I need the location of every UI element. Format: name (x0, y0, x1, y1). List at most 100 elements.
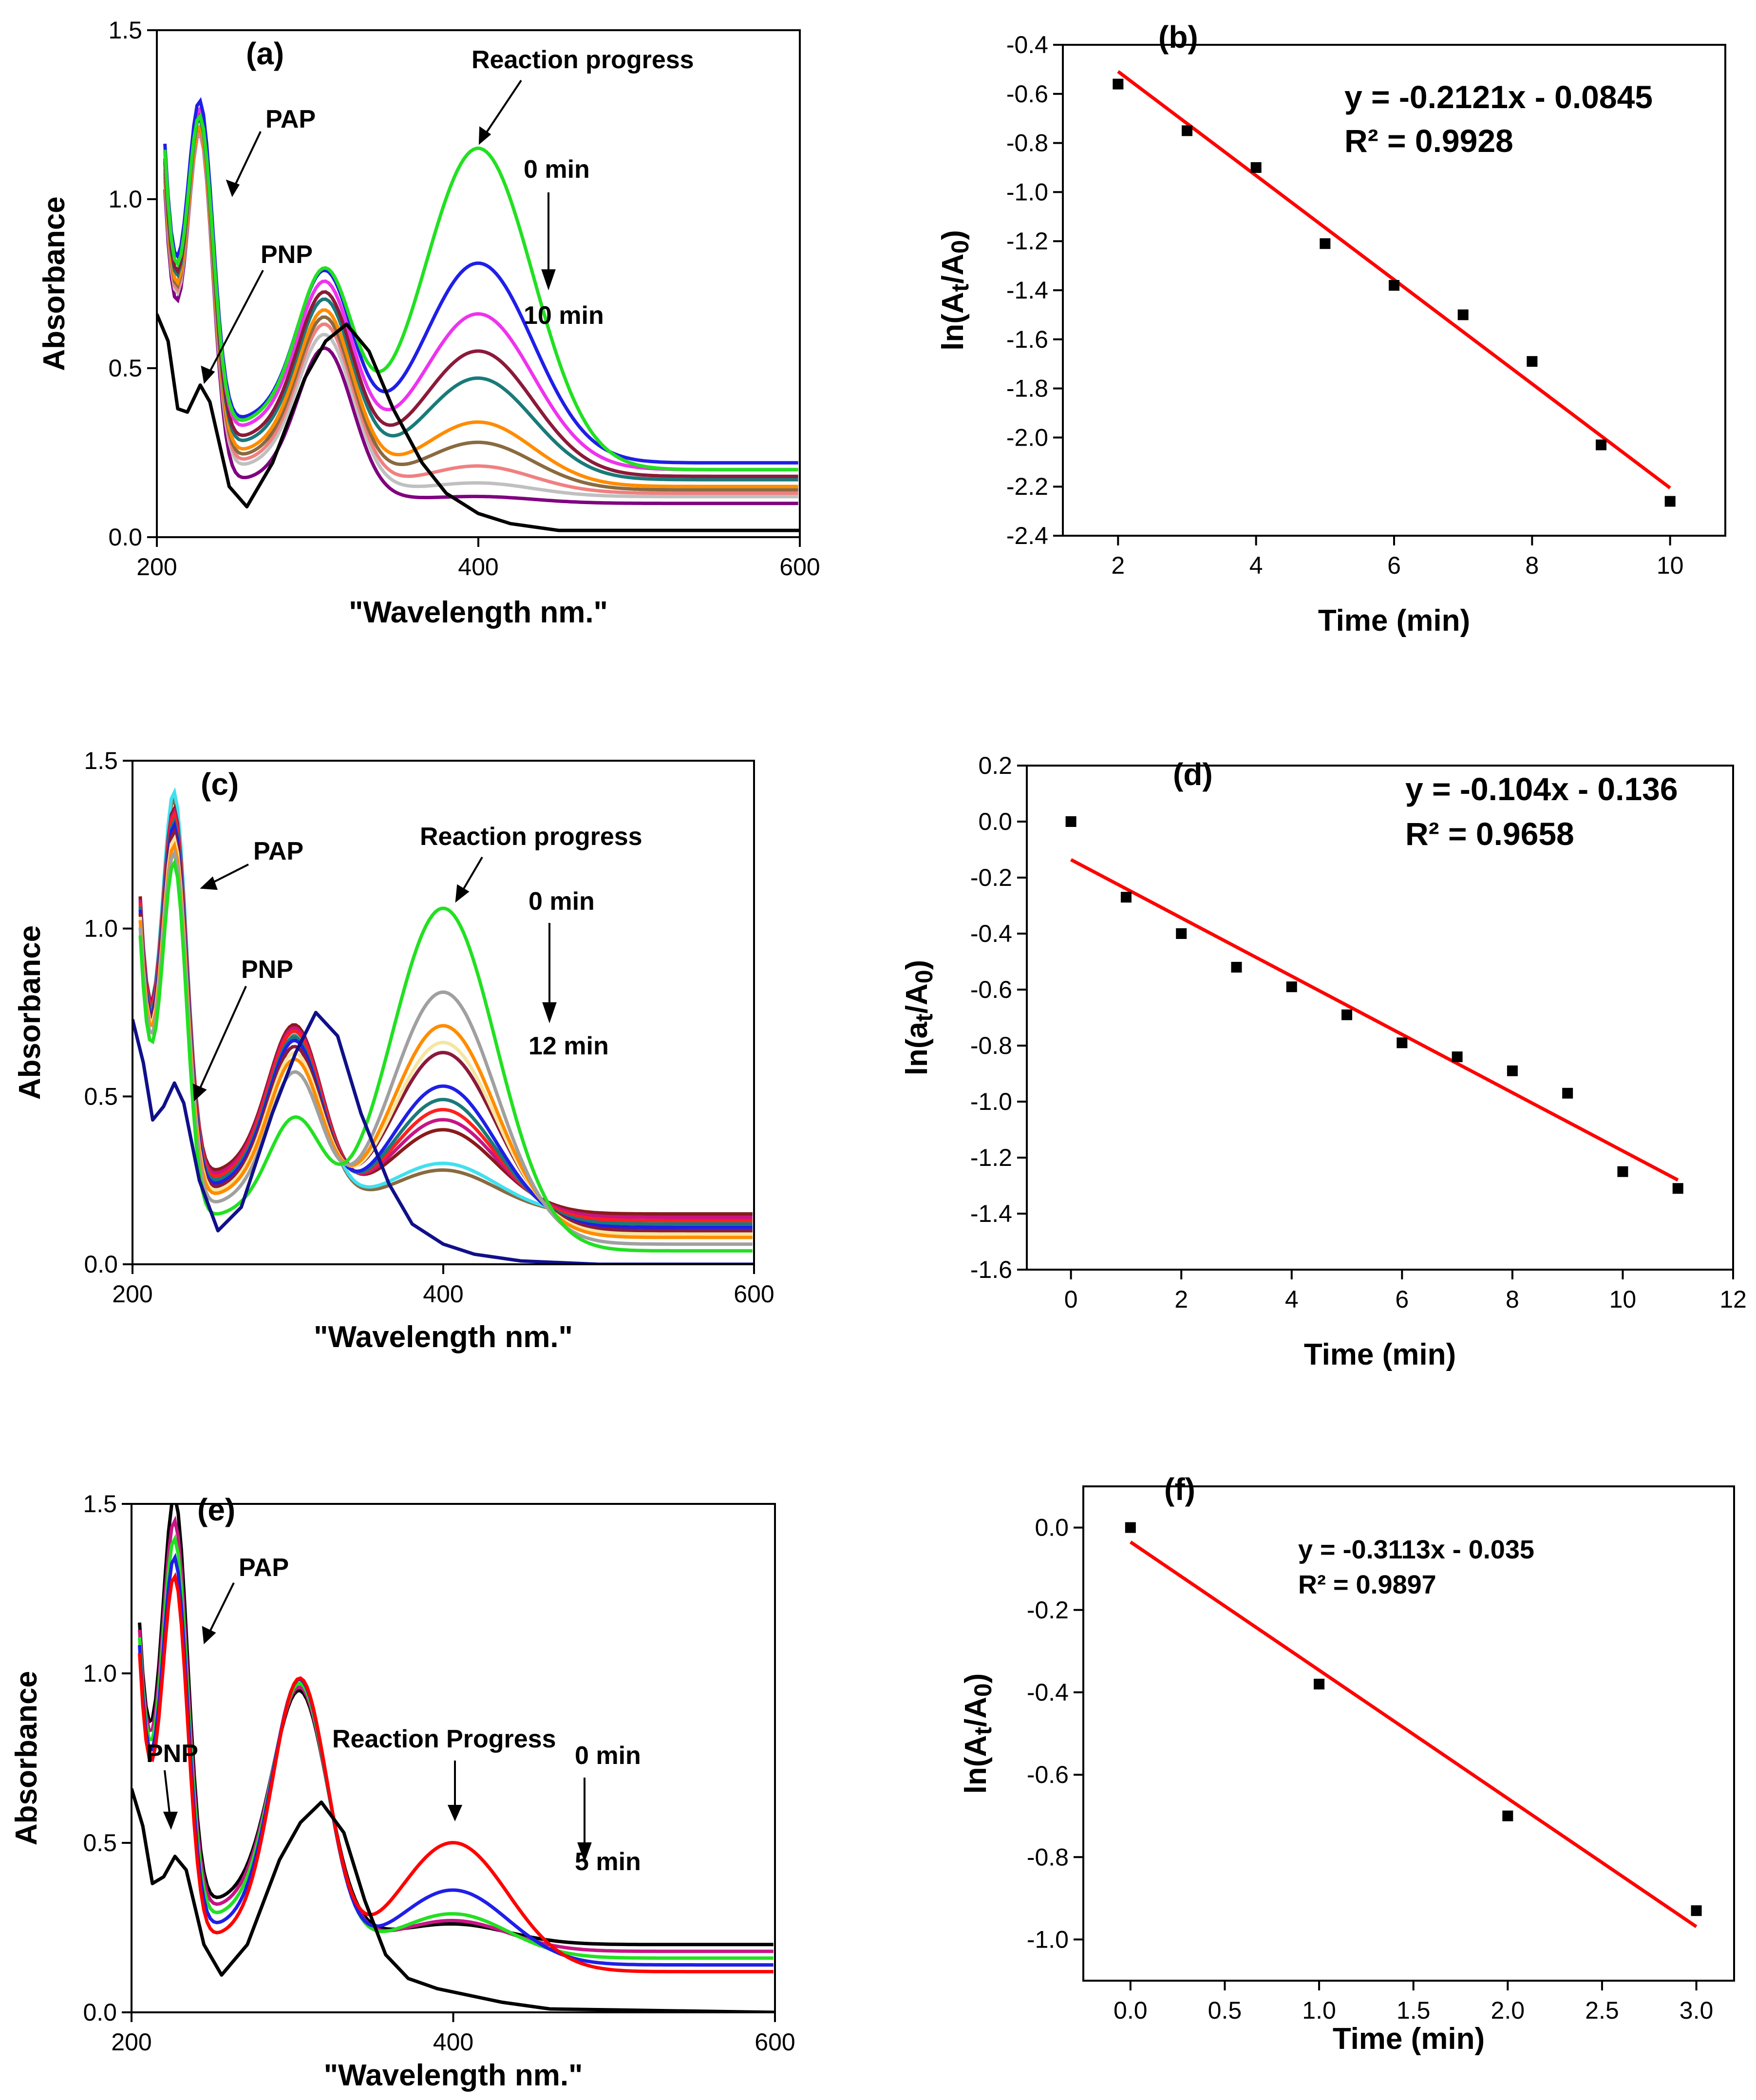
panel-f-fit-line (1129, 1540, 1698, 1929)
panel-b-point (1113, 78, 1124, 90)
panel-f-xlabel: Time (min) (1333, 2022, 1485, 2056)
panel-d-point (1341, 1009, 1353, 1020)
panel-d-equation: y = -0.104x - 0.136 (1405, 771, 1678, 807)
panel-b-ytick-label: -1.4 (1006, 277, 1048, 304)
panel-d-ylabel: ln(at/A0) (900, 960, 938, 1075)
panel-d-points (1065, 816, 1683, 1194)
panel-f-fit (1129, 1540, 1698, 1929)
panel-a-ylabel: Absorbance (38, 196, 71, 371)
panel-b-point (1527, 356, 1538, 367)
panel-d-point (1452, 1051, 1463, 1062)
panel-a-ytick-label: 0.5 (108, 355, 142, 382)
panel-b-point (1320, 238, 1331, 249)
panel-b-fit-line (1117, 70, 1671, 489)
panel-c: 200 400 600 0.0 0.5 1.0 1.5 "Wavelength nm." Abs… (13, 747, 774, 1354)
panel-d-ytick-label: -0.6 (970, 976, 1012, 1003)
panel-f-ytick-label: -0.8 (1027, 1843, 1069, 1871)
panel-e-progress-label: Reaction Progress (332, 1725, 556, 1753)
panel-b-ytick-label: -0.6 (1006, 80, 1048, 108)
panel-e-ytick-label: 1.0 (83, 1660, 117, 1687)
panel-b-ytick-label: -0.4 (1006, 31, 1048, 58)
panel-e-pnp-label: PNP (146, 1740, 198, 1768)
panel-c-ytick-label: 0.5 (84, 1083, 118, 1110)
panel-b-ytick-label: -1.2 (1006, 227, 1048, 255)
panel-d-point (1120, 892, 1132, 903)
panel-f-ytick-label: -0.4 (1027, 1679, 1069, 1706)
panel-c-series-line (138, 817, 753, 1226)
panel-d-xtick-label: 8 (1506, 1286, 1519, 1313)
panel-a-time-end: 10 min (524, 301, 604, 330)
panel-c-ytick-label: 1.0 (84, 915, 118, 942)
panel-d-xtick-label: 6 (1395, 1286, 1409, 1313)
panel-b-xtick-label: 4 (1249, 552, 1263, 579)
panel-c-series-line (138, 848, 753, 1246)
panel-f-xtick-label: 0.0 (1114, 1997, 1148, 2024)
panel-e-ytick-label: 1.5 (83, 1490, 117, 1518)
panel-d-point (1507, 1065, 1518, 1076)
panel-d-r2: R² = 0.9658 (1405, 816, 1574, 852)
panel-d-ytick-label: -1.4 (970, 1200, 1012, 1227)
panel-e-ytick-label: 0.0 (83, 1999, 117, 2026)
panel-a-series-line (163, 112, 798, 471)
panel-d-ytick-label: 0.2 (978, 752, 1012, 779)
panel-e: 200 400 600 0.0 0.5 1.0 1.5 "Wavelength nm." Abs… (10, 1490, 795, 2092)
panel-a-label: (a) (246, 36, 284, 71)
panel-e-series-line (138, 1504, 774, 1947)
panel-b-ytick-label: -0.8 (1006, 130, 1048, 157)
panel-d-xtick-label: 2 (1174, 1286, 1188, 1313)
panel-f-xtick-label: 1.0 (1302, 1997, 1336, 2024)
panel-e-series-line (138, 1572, 774, 1973)
panel-b-point (1664, 496, 1676, 507)
panel-d-xtick-label: 0 (1064, 1286, 1078, 1313)
panel-d-ytick-label: 0.0 (978, 808, 1012, 835)
panel-f-axes: 0.0 0.5 1.0 1.5 2.0 2.5 3.0 0.0 -0.2 -0.4 -0.6 -0.8… (959, 1485, 1735, 2056)
panel-c-ytick-label: 1.5 (84, 747, 118, 774)
panel-c-ylabel: Absorbance (13, 925, 47, 1100)
panel-d-point (1397, 1037, 1408, 1049)
panel-d: 0 2 4 6 8 10 12 0.2 0.0 -0.2 -0.4 -0.6 -0.8 -1.0 -1.2 -… (900, 752, 1747, 1371)
panel-c-series-line (138, 807, 753, 1219)
panel-e-series (138, 1504, 774, 1973)
panel-b-ylabel: ln(At/A0) (936, 230, 974, 351)
panel-d-frame (1026, 765, 1734, 1271)
panel-a-series-line (163, 110, 798, 478)
panel-e-pnp-curve (132, 1788, 775, 2012)
panel-d-xtick-label: 4 (1285, 1286, 1299, 1313)
panel-e-time-start: 0 min (575, 1742, 641, 1770)
panel-e-label: (e) (197, 1492, 235, 1527)
panel-b-r2: R² = 0.9928 (1344, 123, 1513, 159)
panel-a: 200 400 600 0.0 0.5 1.0 1.5 "Wavelength nm." Abs… (38, 17, 820, 629)
panel-f-xtick-label: 2.5 (1585, 1997, 1619, 2024)
panel-c-axes: 200 400 600 0.0 0.5 1.0 1.5 "Wavelength nm." Abs… (13, 747, 774, 1354)
panel-c-xlabel: "Wavelength nm." (314, 1320, 573, 1354)
panel-a-series (163, 97, 798, 506)
panel-b-ytick-label: -2.4 (1006, 522, 1048, 549)
panel-d-fit (1070, 858, 1679, 1182)
panel-f-point (1502, 1810, 1513, 1821)
panel-f-point (1691, 1905, 1702, 1916)
panel-a-series-line (163, 128, 798, 495)
panel-b-ytick-label: -1.0 (1006, 178, 1048, 206)
panel-f-xtick-label: 1.5 (1397, 1997, 1431, 2024)
panel-b-point (1596, 439, 1606, 450)
panel-e-pnp-line (132, 1788, 775, 2012)
panel-d-ytick-label: -1.6 (970, 1256, 1012, 1283)
panel-a-xtick-label: 400 (458, 553, 498, 581)
panel-a-progress-label: Reaction progress (472, 46, 694, 74)
panel-d-ytick-label: -0.2 (970, 864, 1012, 891)
panel-b-point (1457, 309, 1469, 320)
panel-f-frame (1082, 1485, 1735, 1982)
panel-b-ytick-label: -1.8 (1006, 375, 1048, 402)
panel-a-pnp-curve (157, 313, 800, 532)
panel-b-equation: y = -0.2121x - 0.0845 (1344, 79, 1653, 115)
panel-c-series-line (138, 827, 753, 1233)
panel-b-xtick-label: 8 (1525, 552, 1539, 579)
panel-b-xlabel: Time (min) (1318, 604, 1470, 638)
panel-a-axes: 200 400 600 0.0 0.5 1.0 1.5 "Wavelength nm." Abs… (38, 17, 820, 629)
panel-a-xlabel: "Wavelength nm." (349, 596, 608, 629)
panel-e-arrows (163, 1582, 592, 1862)
panel-f-r2: R² = 0.9897 (1298, 1570, 1436, 1599)
panel-c-pnp-curve (132, 1011, 754, 1264)
panel-d-ytick-label: -1.2 (970, 1144, 1012, 1171)
